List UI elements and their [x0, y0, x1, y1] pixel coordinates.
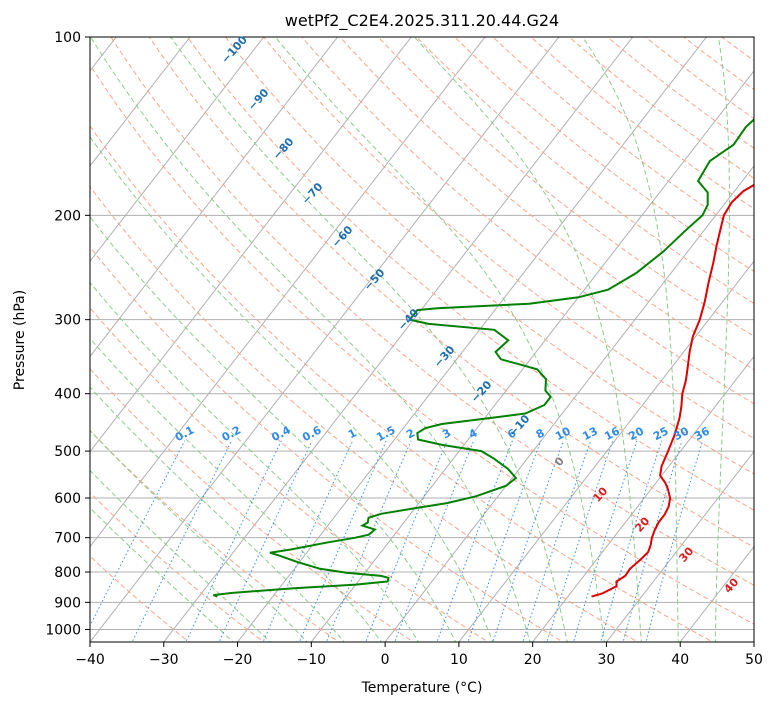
temperature-profile-line	[591, 183, 754, 598]
mixing-ratio-label: 30	[671, 424, 691, 443]
mixing-ratio-line	[622, 440, 683, 642]
dewpoint-profile-line	[213, 118, 754, 598]
x-tick-label: 50	[745, 652, 763, 668]
chart-title: wetPf2_C2E4.2025.311.20.44.G24	[285, 11, 559, 31]
x-tick-label: −30	[149, 652, 179, 668]
plot-frame	[89, 36, 755, 643]
mixing-ratio-line	[467, 440, 542, 642]
mixing-ratio-line	[131, 440, 233, 642]
isotherm-line	[90, 37, 191, 167]
isotherm-line	[90, 37, 412, 453]
x-tick-label: 30	[598, 652, 616, 668]
mixing-ratio-label: 13	[580, 424, 600, 443]
x-axis-label: Temperature (°C)	[361, 680, 483, 696]
dry-adiabat-line	[90, 185, 639, 642]
mixing-ratio-label: 10	[553, 424, 573, 443]
y-tick-label: 600	[54, 491, 81, 507]
profile-lines	[213, 118, 754, 598]
mixing-ratio-line	[298, 440, 387, 642]
dry-adiabat-line	[301, 37, 754, 405]
dry-adiabat-line	[90, 125, 714, 642]
mixing-ratio-label: 16	[602, 424, 622, 443]
dry-adiabat-line	[90, 492, 265, 642]
y-tick-label: 900	[54, 595, 81, 611]
dry-adiabat-line	[90, 63, 754, 625]
moist-adiabat-line	[90, 469, 271, 642]
x-tick-label: −20	[223, 652, 253, 668]
isotherm-line	[605, 450, 754, 642]
mixing-ratio-line	[394, 440, 475, 642]
y-tick-label: 700	[54, 531, 81, 547]
moist-adiabat-line	[90, 429, 308, 642]
background-lines	[90, 34, 775, 645]
isotherm-line	[384, 165, 754, 642]
plot-background	[90, 37, 754, 642]
isotherm-line	[90, 37, 560, 642]
x-tick-label: 20	[524, 652, 542, 668]
mixing-ratio-label: 25	[651, 424, 671, 443]
isotherm-line	[236, 37, 708, 642]
mixing-ratio-labels: 0.1 0.2 0.4 0.6 1 1.5 2 3 4 6 8 10 13 16 20 25 30 36	[173, 423, 712, 444]
dry-adiabat-line	[90, 307, 490, 642]
mixing-ratio-line	[262, 440, 354, 642]
moist-adiabat-line	[413, 37, 642, 642]
dry-adiabat-line	[377, 37, 754, 337]
moist-adiabat-line	[274, 37, 605, 642]
mixing-ratio-line	[365, 440, 448, 642]
moist-adiabat-line	[581, 37, 679, 642]
x-tick-label: −10	[297, 652, 327, 668]
isotherm-line	[310, 69, 754, 642]
y-tick-label: 300	[54, 313, 81, 329]
mixing-ratio-line	[436, 440, 513, 642]
dry-adiabat-line	[110, 37, 754, 586]
y-tick-label: 400	[54, 387, 81, 403]
isotherm-line	[163, 37, 634, 642]
moist-adiabat-line	[170, 37, 568, 642]
y-tick-label: 200	[54, 208, 81, 224]
dry-adiabat-line	[339, 37, 754, 371]
y-tick-label: 1000	[45, 622, 81, 638]
moist-adiabat-line	[90, 135, 494, 642]
dry-adiabat-line	[453, 37, 754, 273]
moist-adiabat-line	[90, 281, 420, 642]
x-tick-label: 40	[671, 652, 689, 668]
y-tick-label: 500	[54, 444, 81, 460]
mixing-ratio-line	[185, 440, 282, 642]
y-tick-label: 100	[54, 30, 81, 46]
isotherm-line	[753, 641, 754, 642]
dry-adiabat-line	[90, 246, 564, 642]
mixing-ratio-label: 36	[692, 424, 712, 443]
isotherm-line	[90, 37, 339, 358]
mixing-ratio-label: 20	[626, 424, 646, 443]
mixing-ratio-line	[600, 440, 663, 642]
moist-adiabat-line	[90, 216, 457, 642]
mixing-ratio-line	[645, 440, 704, 642]
axis-ticks: −40 −30 −20 −10 0 10 20 30 40 50 100 200 300 400 500 60…	[45, 30, 763, 668]
isotherm-line	[90, 37, 486, 548]
x-tick-label: −40	[75, 652, 105, 668]
y-axis-label: Pressure (hPa)	[12, 290, 28, 390]
mixing-ratio-line	[218, 440, 313, 642]
moist-adiabat-line	[90, 37, 531, 642]
x-tick-label: 10	[450, 652, 468, 668]
dry-adiabat-line	[530, 37, 754, 210]
y-tick-label: 800	[54, 565, 81, 581]
isotherm-line	[458, 260, 754, 642]
dry-adiabat-line	[224, 37, 754, 475]
isotherm-line	[90, 37, 265, 263]
dry-adiabat-line	[756, 34, 775, 645]
dry-adiabat-line	[186, 37, 754, 511]
dry-adiabat-line	[568, 37, 754, 179]
x-tick-label: 0	[381, 652, 390, 668]
isotherm-line	[532, 355, 754, 642]
mixing-ratio-line	[325, 440, 412, 642]
moist-adiabat-line	[714, 37, 730, 642]
